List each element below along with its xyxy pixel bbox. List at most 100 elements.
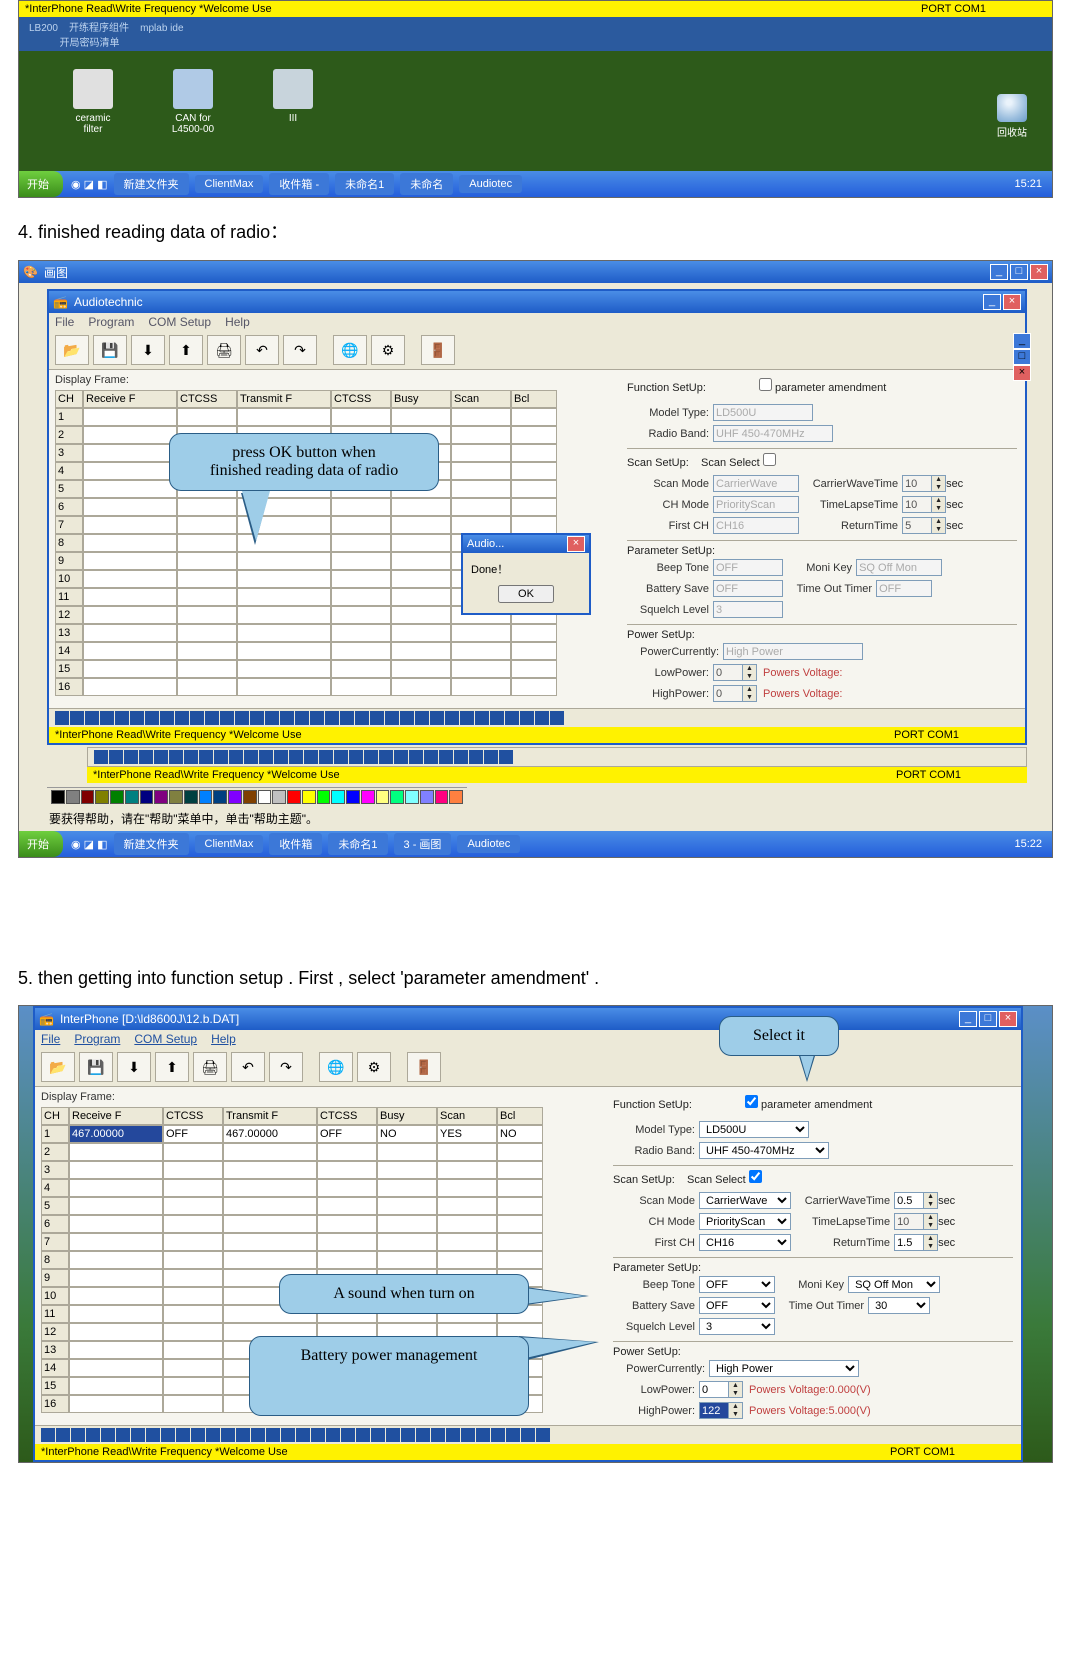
- step4-heading: 4. finished reading data of radio：: [18, 218, 1053, 244]
- tool-save-icon[interactable]: 💾: [93, 335, 127, 365]
- taskbar-item[interactable]: 新建文件夹: [114, 173, 189, 195]
- taskbar-item[interactable]: 收件箱: [269, 833, 322, 855]
- menu-comsetup[interactable]: COM Setup: [134, 1032, 197, 1046]
- min-button[interactable]: _: [983, 294, 1001, 310]
- table-row[interactable]: 7: [41, 1233, 601, 1251]
- battery-save[interactable]: OFF: [699, 1297, 775, 1314]
- tool-undo-icon[interactable]: ↶: [245, 335, 279, 365]
- table-row[interactable]: 6: [41, 1215, 601, 1233]
- menu-file[interactable]: File: [41, 1032, 60, 1046]
- table-row[interactable]: 5: [41, 1197, 601, 1215]
- start-button[interactable]: 开始: [19, 831, 63, 857]
- scan-mode: [713, 475, 799, 492]
- max-button[interactable]: □: [979, 1011, 997, 1027]
- table-row[interactable]: 16: [55, 678, 615, 696]
- tool-undo-icon[interactable]: ↶: [231, 1052, 265, 1082]
- menu-file[interactable]: File: [55, 315, 74, 329]
- tool-gear-icon[interactable]: ⚙: [371, 335, 405, 365]
- min-button[interactable]: _: [959, 1011, 977, 1027]
- tool-globe-icon[interactable]: 🌐: [333, 335, 367, 365]
- taskbar-item[interactable]: 未命名1: [328, 833, 387, 855]
- desktop-icon[interactable]: ceramic filter: [63, 69, 123, 135]
- taskbar-item[interactable]: 未命名: [400, 173, 453, 195]
- recycle-bin[interactable]: 回收站: [990, 94, 1034, 139]
- tool-globe-icon[interactable]: 🌐: [319, 1052, 353, 1082]
- menu-comsetup[interactable]: COM Setup: [148, 315, 211, 329]
- close-button[interactable]: ×: [567, 536, 585, 552]
- tool-open-icon[interactable]: 📂: [41, 1052, 75, 1082]
- desktop-icon[interactable]: III: [263, 69, 323, 135]
- tool-exit-icon[interactable]: 🚪: [407, 1052, 441, 1082]
- ch-mode[interactable]: PriorityScan: [699, 1213, 791, 1230]
- beep-tone: [713, 559, 783, 576]
- high-power[interactable]: ▲▼: [699, 1402, 743, 1419]
- table-row[interactable]: 1: [55, 408, 615, 426]
- close-button[interactable]: ×: [1030, 264, 1048, 280]
- table-row[interactable]: 7: [55, 516, 615, 534]
- tool-print-icon[interactable]: 🖨: [193, 1052, 227, 1082]
- first-ch[interactable]: CH16: [699, 1234, 791, 1251]
- taskbar-item[interactable]: 3 - 画图: [394, 833, 452, 855]
- timeout-timer[interactable]: 30: [868, 1297, 930, 1314]
- close-button[interactable]: ×: [1003, 294, 1021, 310]
- tool-redo-icon[interactable]: ↷: [283, 335, 317, 365]
- menu-program[interactable]: Program: [88, 315, 134, 329]
- taskbar-item[interactable]: Audiotec: [457, 835, 520, 853]
- tool-read-icon[interactable]: ⬇: [131, 335, 165, 365]
- callout-battery: Battery power management: [249, 1336, 529, 1416]
- close-button[interactable]: ×: [999, 1011, 1017, 1027]
- table-row[interactable]: 3: [41, 1161, 601, 1179]
- scan-mode[interactable]: CarrierWave: [699, 1192, 791, 1209]
- min-button[interactable]: _: [1013, 333, 1031, 349]
- ok-button[interactable]: OK: [498, 585, 554, 603]
- squelch-level[interactable]: 3: [699, 1318, 775, 1335]
- table-row[interactable]: 1 467.00000 OFF 467.00000 OFF NO YES NO: [41, 1125, 601, 1143]
- return-time[interactable]: ▲▼: [894, 1234, 938, 1251]
- low-power: ▲▼: [713, 664, 757, 681]
- menu-help[interactable]: Help: [225, 315, 250, 329]
- taskbar-item[interactable]: ClientMax: [195, 175, 264, 193]
- param-amend-checkbox[interactable]: [759, 378, 772, 391]
- tool-redo-icon[interactable]: ↷: [269, 1052, 303, 1082]
- close-button[interactable]: ×: [1013, 365, 1031, 381]
- scan-select-checkbox[interactable]: [749, 1170, 762, 1183]
- table-row[interactable]: 4: [41, 1179, 601, 1197]
- low-power[interactable]: ▲▼: [699, 1381, 743, 1398]
- taskbar-item[interactable]: 未命名1: [335, 173, 394, 195]
- table-row[interactable]: 13: [55, 624, 615, 642]
- beep-tone[interactable]: OFF: [699, 1276, 775, 1293]
- scan-select-checkbox[interactable]: [763, 453, 776, 466]
- timelapse-time[interactable]: ▲▼: [894, 1213, 938, 1230]
- menubar: File Program COM Setup Help: [49, 313, 1025, 331]
- taskbar-item[interactable]: Audiotec: [459, 175, 522, 193]
- moni-key[interactable]: SQ Off Mon: [848, 1276, 940, 1293]
- tool-print-icon[interactable]: 🖨: [207, 335, 241, 365]
- radio-band[interactable]: UHF 450-470MHz: [699, 1142, 829, 1159]
- taskbar-item[interactable]: 收件箱 -: [269, 173, 329, 195]
- menu-program[interactable]: Program: [74, 1032, 120, 1046]
- table-row[interactable]: 6: [55, 498, 615, 516]
- tool-open-icon[interactable]: 📂: [55, 335, 89, 365]
- power-current[interactable]: High Power: [709, 1360, 859, 1377]
- table-row[interactable]: 15: [55, 660, 615, 678]
- tool-gear-icon[interactable]: ⚙: [357, 1052, 391, 1082]
- start-button[interactable]: 开始: [19, 171, 63, 197]
- menu-help[interactable]: Help: [211, 1032, 236, 1046]
- max-button[interactable]: □: [1013, 349, 1031, 365]
- table-row[interactable]: 8: [41, 1251, 601, 1269]
- param-amend-checkbox[interactable]: [745, 1095, 758, 1108]
- taskbar-item[interactable]: 新建文件夹: [114, 833, 189, 855]
- model-type[interactable]: LD500U: [699, 1121, 809, 1138]
- table-row[interactable]: 2: [41, 1143, 601, 1161]
- tool-write-icon[interactable]: ⬆: [169, 335, 203, 365]
- min-button[interactable]: _: [990, 264, 1008, 280]
- carrierwave-time[interactable]: ▲▼: [894, 1192, 938, 1209]
- table-row[interactable]: 14: [55, 642, 615, 660]
- tool-exit-icon[interactable]: 🚪: [421, 335, 455, 365]
- tool-read-icon[interactable]: ⬇: [117, 1052, 151, 1082]
- tool-write-icon[interactable]: ⬆: [155, 1052, 189, 1082]
- max-button[interactable]: □: [1010, 264, 1028, 280]
- desktop-icon[interactable]: CAN for L4500-00: [163, 69, 223, 135]
- tool-save-icon[interactable]: 💾: [79, 1052, 113, 1082]
- taskbar-item[interactable]: ClientMax: [195, 835, 264, 853]
